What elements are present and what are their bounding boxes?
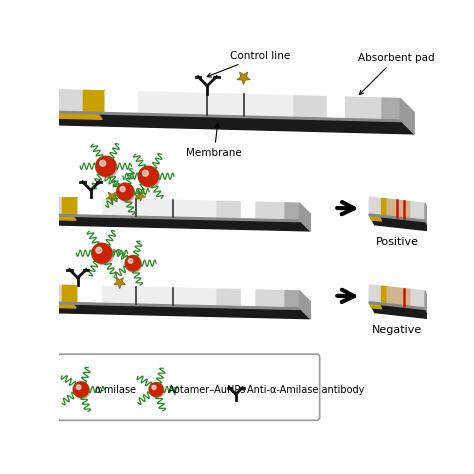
Polygon shape: [285, 291, 300, 308]
Polygon shape: [63, 198, 78, 215]
Polygon shape: [300, 291, 310, 319]
Polygon shape: [136, 191, 146, 201]
Circle shape: [93, 245, 113, 265]
Polygon shape: [217, 201, 242, 219]
Polygon shape: [49, 285, 65, 302]
Polygon shape: [400, 99, 414, 134]
Polygon shape: [78, 286, 103, 303]
Circle shape: [100, 160, 106, 166]
Circle shape: [97, 158, 118, 178]
Polygon shape: [346, 97, 382, 119]
Polygon shape: [36, 285, 49, 302]
Circle shape: [74, 383, 90, 398]
Polygon shape: [217, 289, 242, 307]
Circle shape: [125, 255, 141, 271]
FancyBboxPatch shape: [58, 354, 319, 420]
Circle shape: [142, 170, 148, 176]
Circle shape: [76, 385, 81, 390]
Polygon shape: [36, 89, 57, 111]
Circle shape: [120, 187, 125, 191]
Circle shape: [117, 183, 134, 200]
Polygon shape: [369, 214, 425, 222]
Polygon shape: [425, 291, 430, 319]
Polygon shape: [36, 197, 49, 214]
Polygon shape: [106, 192, 118, 203]
Polygon shape: [36, 112, 102, 119]
Polygon shape: [36, 302, 300, 310]
Polygon shape: [242, 202, 256, 219]
Polygon shape: [103, 286, 217, 306]
Polygon shape: [36, 111, 400, 121]
Polygon shape: [369, 214, 430, 231]
Polygon shape: [63, 285, 78, 303]
Circle shape: [150, 383, 164, 398]
Polygon shape: [65, 285, 78, 303]
Polygon shape: [84, 91, 105, 112]
Circle shape: [126, 257, 142, 272]
Circle shape: [118, 184, 135, 201]
Polygon shape: [78, 198, 103, 216]
Polygon shape: [411, 201, 425, 220]
Polygon shape: [369, 302, 430, 319]
Polygon shape: [36, 214, 300, 222]
Circle shape: [152, 385, 156, 390]
Text: Positive: Positive: [376, 237, 419, 247]
Text: Membrane: Membrane: [186, 123, 242, 158]
Polygon shape: [36, 111, 414, 134]
Polygon shape: [382, 98, 400, 120]
Text: Absorbent pad: Absorbent pad: [357, 53, 434, 94]
Polygon shape: [65, 198, 78, 215]
Circle shape: [138, 166, 158, 186]
Polygon shape: [369, 215, 382, 221]
Polygon shape: [36, 216, 76, 220]
Polygon shape: [285, 203, 300, 220]
Circle shape: [73, 382, 89, 397]
Polygon shape: [369, 197, 382, 215]
Polygon shape: [387, 199, 411, 219]
Circle shape: [96, 156, 116, 176]
Polygon shape: [369, 302, 382, 309]
Polygon shape: [425, 203, 430, 231]
Polygon shape: [237, 72, 250, 84]
Polygon shape: [369, 285, 382, 303]
Polygon shape: [103, 199, 217, 218]
Polygon shape: [114, 277, 126, 289]
Circle shape: [140, 168, 160, 188]
Polygon shape: [382, 286, 387, 304]
Polygon shape: [411, 290, 425, 308]
Polygon shape: [328, 97, 346, 118]
Polygon shape: [256, 290, 285, 308]
Polygon shape: [300, 203, 310, 231]
Polygon shape: [256, 202, 285, 220]
Circle shape: [96, 247, 102, 253]
Polygon shape: [138, 92, 294, 118]
Polygon shape: [105, 91, 138, 113]
Polygon shape: [387, 287, 411, 306]
Polygon shape: [382, 199, 387, 216]
Polygon shape: [83, 91, 105, 112]
Polygon shape: [294, 96, 328, 118]
Polygon shape: [36, 214, 310, 231]
Text: Anti-α-Amilase antibody: Anti-α-Amilase antibody: [247, 384, 364, 394]
Text: king pad: king pad: [0, 473, 1, 474]
Polygon shape: [242, 290, 256, 307]
Text: α-milase: α-milase: [94, 384, 136, 394]
Polygon shape: [369, 302, 425, 310]
Circle shape: [128, 259, 133, 263]
Polygon shape: [36, 302, 310, 319]
Polygon shape: [36, 303, 76, 308]
Polygon shape: [57, 90, 84, 112]
Text: Control line: Control line: [207, 51, 291, 77]
Polygon shape: [49, 197, 65, 215]
Text: Negative: Negative: [372, 325, 422, 335]
Text: Aptamer–AuNPs: Aptamer–AuNPs: [168, 384, 246, 394]
Circle shape: [92, 243, 112, 263]
Circle shape: [149, 383, 163, 396]
